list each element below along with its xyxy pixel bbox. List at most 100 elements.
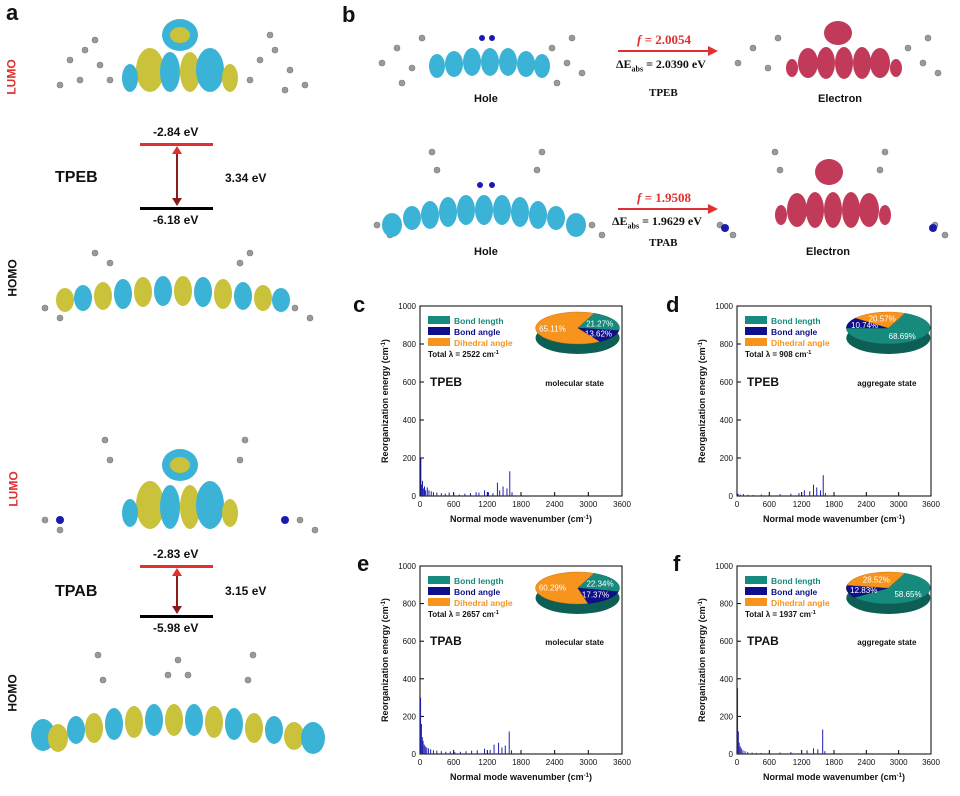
pie-label: 58.65% [894, 590, 921, 599]
total-lambda: Total λ = 2522 cm-1 [428, 350, 499, 359]
state-label: aggregate state [857, 379, 917, 388]
x-tick-label: 0 [735, 500, 740, 509]
y-tick-label: 0 [412, 492, 417, 501]
tpab-lumo-label: LUMO [6, 471, 21, 507]
y-tick-label: 400 [403, 675, 417, 684]
y-tick-label: 1000 [715, 562, 733, 571]
legend-label: Bond length [771, 316, 821, 326]
y-axis-label: Reorganization energy (cm-1) [697, 339, 707, 463]
total-lambda: Total λ = 2657 cm-1 [428, 610, 499, 619]
state-label: aggregate state [857, 638, 917, 647]
tpab-gap-energy: 3.15 eV [225, 584, 267, 598]
panel-label-d: d [666, 292, 680, 317]
x-tick-label: 2400 [546, 500, 564, 509]
y-tick-label: 200 [403, 454, 417, 463]
tpab-electron-image [716, 148, 949, 239]
tpeb-electron-image [734, 21, 942, 79]
x-tick-label: 2400 [546, 758, 564, 767]
pie-label: 68.69% [889, 332, 916, 341]
legend-swatch [745, 576, 767, 584]
x-tick-label: 1800 [825, 758, 843, 767]
x-tick-label: 3000 [890, 500, 908, 509]
y-tick-label: 1000 [398, 562, 416, 571]
x-tick-label: 0 [735, 758, 740, 767]
tpab-excitation-arrow [618, 204, 718, 214]
y-tick-label: 1000 [715, 302, 733, 311]
pie-slice [535, 311, 601, 345]
tpeb-electron-label: Electron [818, 93, 863, 105]
tpab-hole-image [373, 148, 606, 239]
tpeb-lumo-level [140, 143, 213, 146]
legend-label: Dihedral angle [454, 598, 513, 608]
legend-label: Bond angle [454, 587, 501, 597]
legend-label: Bond length [454, 576, 504, 586]
tpab-oscillator-strength: f = 1.9508 [637, 190, 692, 205]
pie-slice [577, 573, 620, 592]
y-tick-label: 800 [403, 340, 417, 349]
y-tick-label: 400 [720, 675, 734, 684]
x-axis-label: Normal mode wavenumber (cm-1) [450, 514, 592, 524]
tpeb-homo-energy: -6.18 eV [153, 213, 199, 227]
legend-swatch [745, 316, 767, 324]
state-label: molecular state [545, 379, 604, 388]
y-axis-label: Reorganization energy (cm-1) [697, 598, 707, 722]
tpab-lumo-level [140, 565, 213, 568]
legend-swatch [428, 316, 450, 324]
y-tick-label: 600 [403, 378, 417, 387]
x-tick-label: 600 [447, 758, 461, 767]
x-tick-label: 1200 [478, 758, 496, 767]
pie-label: 12.83% [850, 586, 877, 595]
y-tick-label: 200 [720, 712, 734, 721]
x-tick-label: 600 [763, 500, 777, 509]
tpeb-lumo-orbital-image [56, 19, 309, 94]
x-tick-label: 0 [418, 758, 423, 767]
compound-label: TPEB [747, 375, 779, 389]
pie-label: 28.52% [863, 576, 890, 585]
tpeb-oscillator-strength: f = 2.0054 [637, 32, 692, 47]
y-tick-label: 400 [720, 416, 734, 425]
chart-d: 0 600 1200 1800 2400 3000 3600 0 200 400 600 800 100… [697, 302, 940, 524]
x-tick-label: 0 [418, 500, 423, 509]
pie-slice [535, 571, 595, 605]
panel-label-e: e [357, 551, 370, 576]
tpab-homo-orbital-image [31, 651, 325, 754]
panel-label-f: f [673, 551, 681, 576]
tpab-lumo-energy: -2.83 eV [153, 547, 199, 561]
tpab-electron-label: Electron [806, 246, 851, 258]
y-axis-label: Reorganization energy (cm-1) [380, 598, 390, 722]
chart-f: 0 600 1200 1800 2400 3000 3600 0 200 400 600 800 100… [697, 562, 940, 782]
x-tick-label: 1800 [512, 500, 530, 509]
tpab-homo-label: HOMO [5, 674, 20, 712]
tpeb-gap-arrow [172, 146, 182, 206]
y-tick-label: 200 [403, 712, 417, 721]
x-tick-label: 2400 [857, 500, 875, 509]
legend-label: Bond length [771, 576, 821, 586]
x-tick-label: 1800 [825, 500, 843, 509]
x-tick-label: 2400 [857, 758, 875, 767]
tpab-homo-energy: -5.98 eV [153, 621, 199, 635]
legend-label: Dihedral angle [771, 338, 830, 348]
tpeb-excitation-energy: ΔEabs = 2.0390 eV [616, 57, 706, 74]
legend-label: Bond length [454, 316, 504, 326]
y-tick-label: 800 [720, 340, 734, 349]
pie-slice [577, 313, 620, 331]
pie-slice [846, 313, 931, 345]
pie-slice [853, 573, 931, 605]
pie-label: 17.37% [582, 591, 609, 600]
tpeb-homo-level [140, 207, 213, 210]
y-axis-label: Reorganization energy (cm-1) [380, 339, 390, 463]
pie-label: 65.11% [539, 325, 566, 334]
tpeb-hole-image [378, 34, 586, 87]
tpeb-name: TPEB [55, 169, 98, 186]
legend-swatch [745, 327, 767, 335]
legend-label: Bond angle [771, 587, 818, 597]
y-tick-label: 600 [720, 378, 734, 387]
total-lambda: Total λ = 1937 cm-1 [745, 610, 816, 619]
pie-label: 21.27% [586, 319, 613, 328]
pie-label: 10.74% [851, 321, 878, 330]
tpab-name: TPAB [55, 583, 98, 600]
y-tick-label: 0 [412, 750, 417, 759]
x-tick-label: 3600 [613, 500, 631, 509]
tpab-excitation-energy: ΔEabs = 1.9629 eV [612, 214, 702, 231]
x-axis-label: Normal mode wavenumber (cm-1) [450, 772, 592, 782]
